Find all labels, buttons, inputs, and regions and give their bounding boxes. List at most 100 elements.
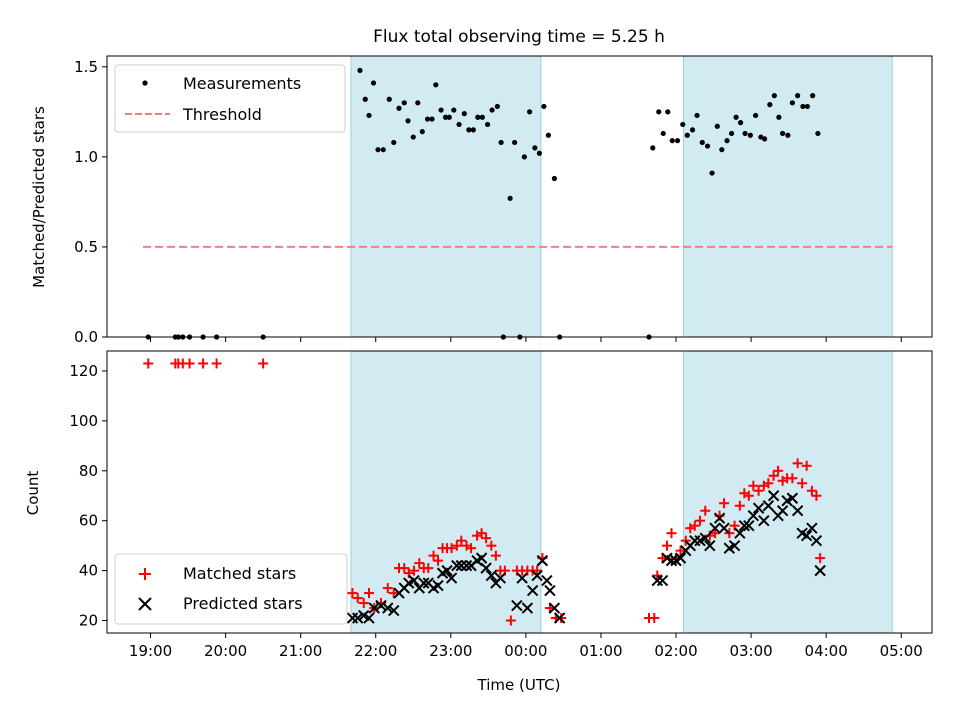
xtick-label: 05:00 (880, 642, 923, 660)
xtick-label: 00:00 (504, 642, 547, 660)
matched-stars-point (787, 473, 798, 484)
measurements-point (674, 138, 681, 144)
measurements-point (470, 127, 476, 133)
measurements-point (532, 145, 538, 151)
legend-matched-marker (139, 568, 151, 580)
matched-stars-point (763, 478, 774, 489)
matched-stars-point (811, 490, 822, 501)
matched-stars-point (773, 465, 784, 476)
measurements-point (446, 114, 452, 120)
predicted-stars-point (382, 602, 394, 614)
predicted-stars-point (665, 554, 678, 567)
measurements-point (742, 130, 748, 137)
matched-stars-point (409, 565, 420, 576)
matched-stars-point (532, 565, 543, 576)
predicted-stars-point (494, 572, 507, 584)
measurements-point (375, 147, 381, 153)
predicted-stars-point (511, 599, 523, 612)
predicted-stars-point (536, 554, 549, 567)
predicted-stars-point (548, 602, 561, 614)
measurements-point (489, 107, 495, 113)
predicted-stars-point (418, 577, 430, 589)
predicted-stars-point (375, 599, 387, 612)
predicted-stars-point (521, 602, 534, 614)
measurements-point (551, 175, 558, 182)
legend-threshold-label: Threshold (182, 105, 262, 124)
measurements-point (665, 109, 671, 115)
measurements-point (475, 114, 481, 120)
matched-stars-point (433, 555, 444, 566)
measurements-point (429, 116, 435, 122)
measurements-point (737, 120, 744, 126)
bottom-legend-box (114, 553, 348, 625)
measurements-point (527, 109, 533, 115)
measurements-point (521, 154, 527, 160)
predicted-stars-point (814, 564, 826, 577)
bot-ytick-label: 60 (79, 512, 98, 530)
legend-matched-label: Matched stars (183, 564, 296, 583)
matched-stars-point (556, 613, 567, 624)
measurements-point (438, 107, 444, 113)
matched-stars-point (456, 535, 467, 546)
legend-predicted-marker (138, 597, 152, 611)
predicted-stars-point (758, 514, 770, 527)
legend-measurements-label: Measurements (183, 74, 301, 93)
matched-stars-point (423, 563, 434, 574)
predicted-stars-point (704, 539, 716, 552)
measurements-point (714, 123, 720, 129)
predicted-stars-point (441, 564, 453, 577)
matched-stars-point (481, 533, 492, 544)
matched-stars-point (363, 588, 374, 599)
measurements-point (767, 102, 773, 108)
measurements-point (507, 195, 513, 201)
measurements-point (689, 127, 696, 133)
bot-ytick-label: 100 (69, 412, 98, 430)
bot-ytick-label: 20 (79, 612, 98, 630)
measurements-point (761, 136, 768, 142)
measurements-point (386, 96, 392, 102)
predicted-stars-point (734, 527, 746, 539)
xtick-label: 01:00 (579, 642, 622, 660)
measurements-point (424, 116, 431, 122)
top-legend: Measurements Threshold (114, 64, 346, 133)
predicted-stars-point (752, 502, 765, 514)
matched-stars-point (806, 485, 817, 496)
matched-stars-point (486, 540, 497, 551)
matched-stars-point (797, 478, 808, 489)
measurements-point (512, 139, 518, 146)
matched-stars-point (652, 570, 663, 581)
measurements-point (494, 103, 500, 110)
predicted-stars-point (408, 574, 420, 587)
measurements-point (366, 112, 372, 119)
predicted-stars-point (368, 602, 380, 614)
matched-stars-point (768, 470, 779, 481)
measurements-point (536, 150, 542, 156)
matched-stars-point (734, 500, 745, 511)
predicted-stars-point (516, 572, 528, 584)
matched-stars-point (743, 490, 754, 501)
measurements-point (800, 103, 806, 110)
legend-measurements-marker (142, 80, 148, 86)
bot-ytick-label: 80 (79, 462, 98, 480)
predicted-stars-point (674, 552, 687, 564)
matched-stars-point (666, 528, 677, 539)
predicted-stars-point (699, 532, 712, 544)
predicted-stars-point (810, 534, 823, 547)
measurements-point (728, 130, 735, 137)
xtick-label: 03:00 (729, 642, 772, 660)
top-ytick-label: 0.5 (74, 238, 98, 256)
measurements-point (776, 114, 782, 120)
predicted-stars-point (709, 522, 721, 534)
predicted-stars-point (432, 579, 444, 592)
bot-ytick-label: 120 (69, 362, 98, 380)
predicted-stars-point (806, 522, 818, 534)
top-legend-box (114, 64, 346, 133)
measurements-point (362, 96, 368, 102)
top-shaded-region-1 (683, 55, 893, 338)
top-shaded-region-0 (350, 55, 542, 338)
matched-stars-point (198, 358, 209, 369)
predicted-stars-point (553, 612, 566, 624)
measurements-point (785, 132, 791, 138)
predicted-stars-point (544, 584, 556, 597)
